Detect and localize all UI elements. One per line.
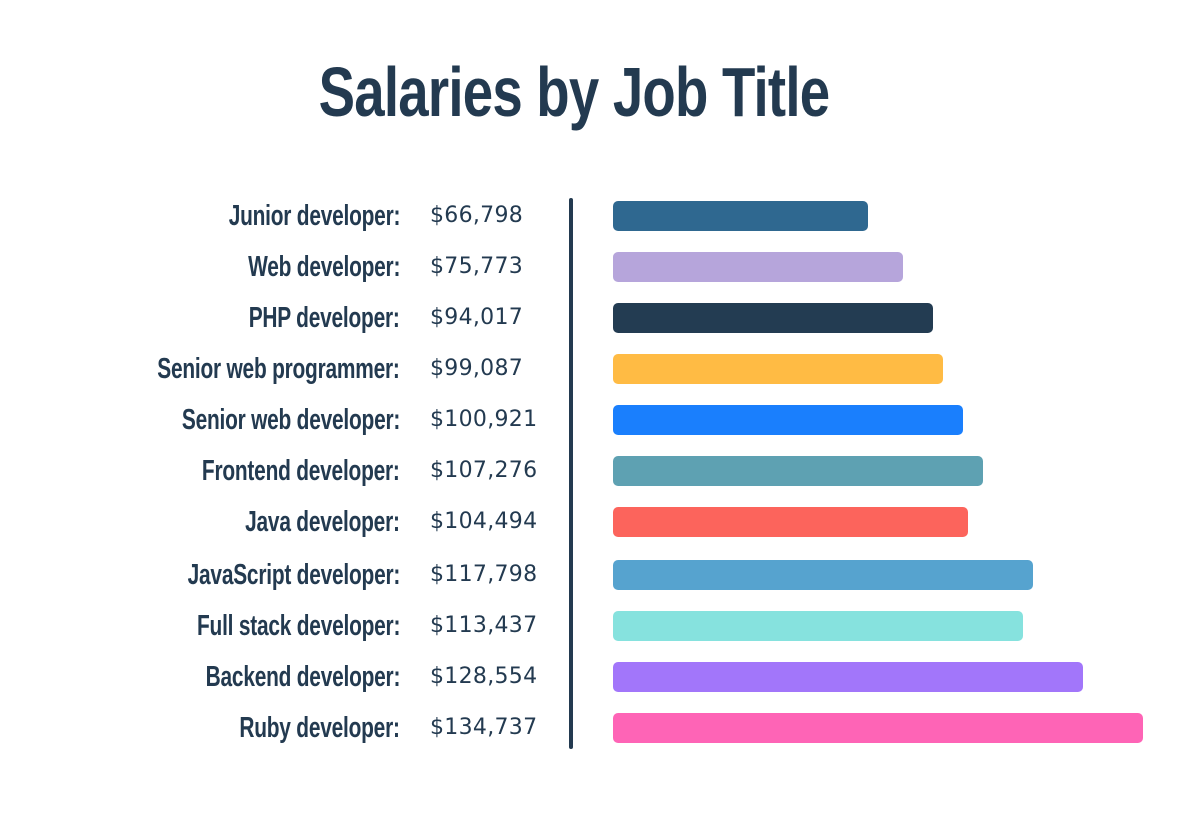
salary-bar <box>613 713 1143 743</box>
bar-row: Java developer: $104,494 <box>0 507 1190 537</box>
salary-value: $94,017 <box>430 305 524 330</box>
category-label: Senior web programmer: <box>157 353 401 385</box>
category-label: Senior web developer: <box>181 404 400 436</box>
salary-bar <box>613 560 1033 590</box>
salary-bar <box>613 456 983 486</box>
salary-value: $66,798 <box>430 203 524 228</box>
bar-row: Senior web programmer: $99,087 <box>0 354 1190 384</box>
bar-row: Full stack developer: $113,437 <box>0 611 1190 641</box>
salary-value: $134,737 <box>430 715 538 740</box>
bar-row: PHP developer: $94,017 <box>0 303 1190 333</box>
chart-title: Salaries by Job Title <box>318 53 830 131</box>
axis-line <box>569 198 573 749</box>
salary-value: $107,276 <box>430 458 538 483</box>
bar-row: Backend developer: $128,554 <box>0 662 1190 692</box>
salary-bar <box>613 201 868 231</box>
category-label: Junior developer: <box>228 200 400 232</box>
salary-value: $104,494 <box>430 509 538 534</box>
category-label: JavaScript developer: <box>187 559 401 591</box>
salary-bar <box>613 611 1023 641</box>
salary-value: $128,554 <box>430 664 538 689</box>
bar-row: Senior web developer: $100,921 <box>0 405 1190 435</box>
salary-bar <box>613 252 903 282</box>
salary-bar <box>613 507 968 537</box>
salary-value: $100,921 <box>430 407 538 432</box>
salary-bar <box>613 405 963 435</box>
salary-bar <box>613 662 1083 692</box>
bar-row: Ruby developer: $134,737 <box>0 713 1190 743</box>
category-label: Frontend developer: <box>202 455 400 487</box>
category-label: Full stack developer: <box>196 610 400 642</box>
salary-bar <box>613 354 943 384</box>
salary-bar <box>613 303 933 333</box>
bar-row: Web developer: $75,773 <box>0 252 1190 282</box>
salary-value: $113,437 <box>430 613 538 638</box>
category-label: Ruby developer: <box>239 712 401 744</box>
salary-value: $99,087 <box>430 356 524 381</box>
bar-row: Frontend developer: $107,276 <box>0 456 1190 486</box>
category-label: PHP developer: <box>249 302 400 334</box>
category-label: Java developer: <box>245 506 400 538</box>
salary-value: $75,773 <box>430 254 524 279</box>
salary-value: $117,798 <box>430 562 538 587</box>
bar-row: JavaScript developer: $117,798 <box>0 560 1190 590</box>
category-label: Backend developer: <box>205 661 400 693</box>
category-label: Web developer: <box>247 251 400 283</box>
bar-row: Junior developer: $66,798 <box>0 201 1190 231</box>
